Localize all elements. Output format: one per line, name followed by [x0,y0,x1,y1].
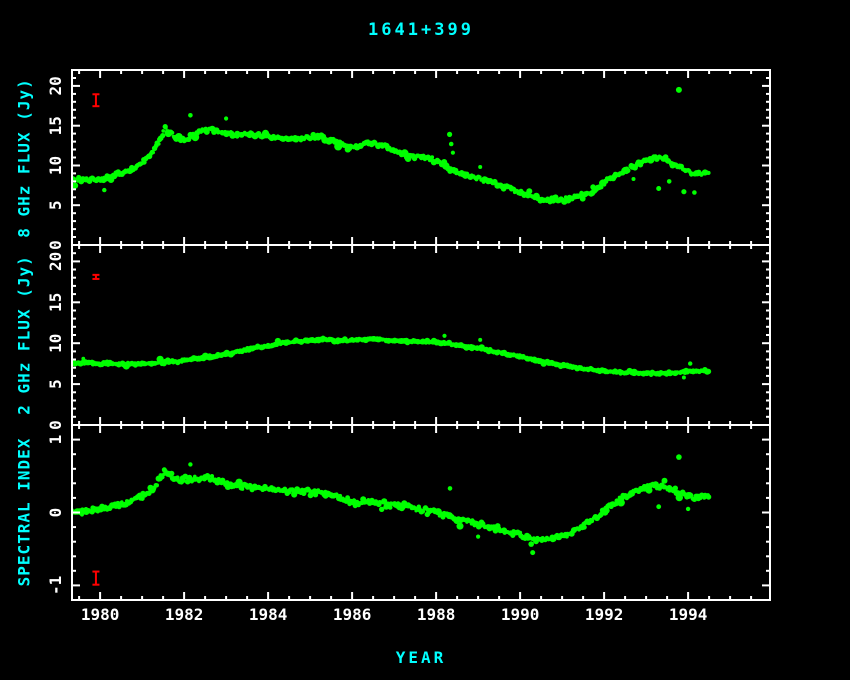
svg-text:1990: 1990 [501,605,540,624]
svg-text:20: 20 [46,76,65,95]
svg-text:1986: 1986 [333,605,372,624]
svg-text:0: 0 [46,508,65,518]
ytick-labels-spectral-index: -1 0 1 [46,435,65,595]
frame-flux-2ghz [71,244,771,426]
scatter-spectral-index [72,454,712,556]
svg-text:1980: 1980 [81,605,120,624]
svg-text:1994: 1994 [669,605,708,624]
svg-text:5: 5 [46,200,65,210]
svg-text:10: 10 [46,334,65,353]
xtick-labels: 1980 1982 1984 1986 1988 1990 1992 1994 [81,605,708,624]
frame-spectral-index [71,424,771,601]
svg-text:10: 10 [46,156,65,175]
ytick-labels-flux-8ghz: 0 5 10 15 20 [46,76,65,250]
chart-title: 1641+399 [368,20,474,40]
svg-text:1982: 1982 [165,605,204,624]
svg-text:1984: 1984 [249,605,288,624]
ytick-labels-flux-2ghz: 0 5 10 15 20 [46,252,65,430]
svg-text:15: 15 [46,116,65,135]
svg-text:20: 20 [46,252,65,271]
errorbar-spectral-index [92,570,100,586]
svg-text:0: 0 [46,240,65,250]
scatter-flux-8ghz [72,86,711,205]
svg-text:1988: 1988 [417,605,456,624]
svg-text:1992: 1992 [585,605,624,624]
svg-text:15: 15 [46,293,65,312]
svg-text:5: 5 [46,379,65,389]
scatter-flux-2ghz [72,333,712,380]
svg-text:1: 1 [46,435,65,445]
errorbar-flux-8ghz [92,93,100,108]
svg-text:-1: -1 [46,576,65,595]
xlabel-year: YEAR [395,648,447,667]
errorbar-flux-2ghz [92,273,100,280]
svg-text:0: 0 [46,420,65,430]
